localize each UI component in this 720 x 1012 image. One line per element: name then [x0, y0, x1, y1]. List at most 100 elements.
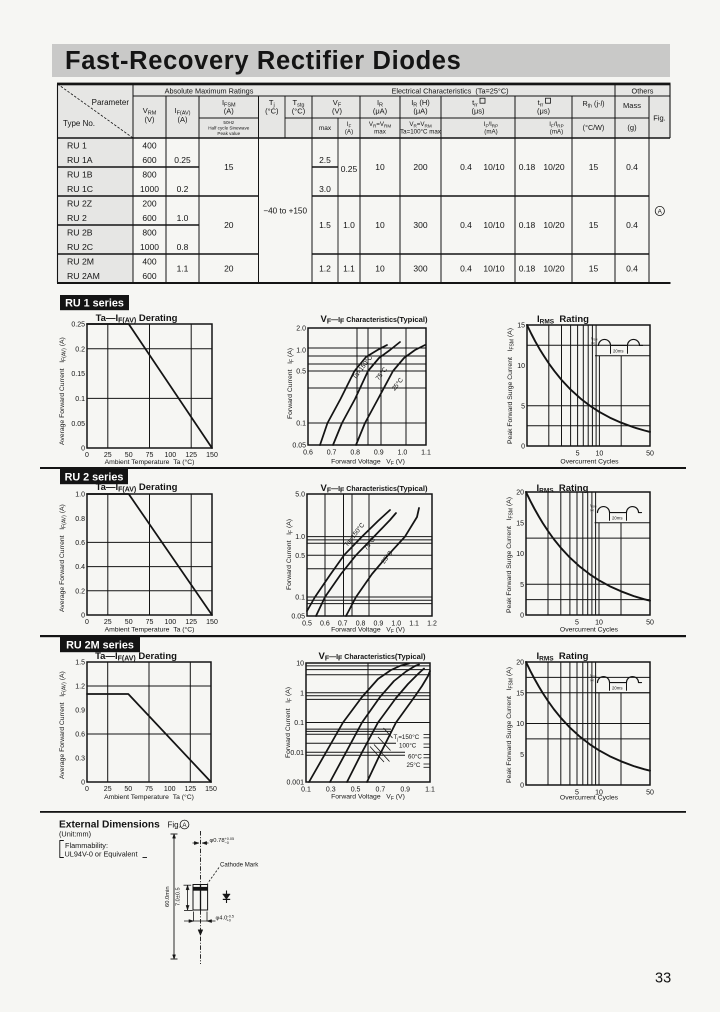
svg-text:125: 125	[185, 619, 197, 626]
svg-text:0.8: 0.8	[75, 516, 85, 523]
svg-text:Fig.: Fig.	[168, 821, 181, 830]
svg-text:Forward Current IF (A): Forward Current IF (A)	[285, 687, 294, 758]
svg-text:150: 150	[205, 786, 217, 793]
svg-text:RU 1 series: RU 1 series	[65, 298, 124, 310]
svg-text:125: 125	[185, 452, 197, 459]
svg-text:75: 75	[145, 786, 153, 793]
svg-text:1.0: 1.0	[177, 213, 189, 223]
svg-text:IR: IR	[377, 98, 383, 109]
svg-text:10: 10	[296, 661, 304, 668]
svg-text:RU 1C: RU 1C	[67, 184, 93, 194]
svg-text:Tj: Tj	[269, 98, 275, 109]
svg-text:Forward Voltage VF (V): Forward Voltage VF (V)	[331, 459, 405, 468]
svg-text:0.4: 0.4	[75, 564, 85, 571]
svg-text:20: 20	[516, 660, 524, 667]
svg-text:0.7: 0.7	[376, 787, 386, 794]
svg-text:(A): (A)	[591, 341, 595, 345]
svg-text:50: 50	[646, 620, 654, 627]
svg-text:10: 10	[516, 551, 524, 558]
svg-text:400: 400	[142, 140, 156, 150]
svg-text:300: 300	[413, 264, 427, 274]
svg-text:100°C: 100°C	[399, 743, 417, 750]
svg-text:(°C/W): (°C/W)	[583, 123, 605, 132]
svg-text:VR=VRM: VR=VRM	[409, 121, 432, 129]
svg-text:10: 10	[375, 264, 385, 274]
svg-text:Peak Forward Surge Current I: Peak Forward Surge Current IFSM (A)	[507, 328, 516, 444]
svg-text:RU 1: RU 1	[67, 140, 87, 150]
svg-text:0.1: 0.1	[296, 421, 306, 428]
svg-text:10/10: 10/10	[483, 162, 505, 172]
svg-text:0.4: 0.4	[626, 264, 638, 274]
svg-text:0.5: 0.5	[351, 787, 361, 794]
svg-text:A: A	[182, 822, 187, 829]
svg-text:0: 0	[85, 619, 89, 626]
svg-text:IF/IRP: IF/IRP	[549, 121, 563, 129]
svg-text:Forward Current IF (A): Forward Current IF (A)	[286, 519, 295, 590]
svg-text:RU 2M series: RU 2M series	[66, 640, 134, 652]
svg-text:VF—IF Characteristics(Typical): VF—IF Characteristics(Typical)	[320, 483, 428, 495]
svg-text:150: 150	[206, 452, 218, 459]
svg-text:0.5: 0.5	[295, 553, 305, 560]
svg-text:Ta—IF(AV) Derating: Ta—IF(AV) Derating	[96, 482, 178, 494]
svg-text:IFSM: IFSM	[591, 337, 597, 342]
svg-text:Ambient Temperature Ta (°C): Ambient Temperature Ta (°C)	[104, 793, 194, 801]
svg-text:Type No.: Type No.	[63, 119, 95, 128]
svg-text:Ambient Temperature Ta (°C): Ambient Temperature Ta (°C)	[105, 458, 195, 466]
svg-text:1: 1	[300, 690, 304, 697]
svg-text:0.2: 0.2	[75, 588, 85, 595]
svg-text:(μs): (μs)	[537, 107, 551, 116]
svg-text:33: 33	[655, 971, 671, 987]
svg-text:50: 50	[125, 619, 133, 626]
svg-text:10: 10	[595, 620, 603, 627]
svg-text:5: 5	[520, 582, 524, 589]
svg-text:Rth (j-l): Rth (j-l)	[583, 99, 605, 110]
svg-text:(°C): (°C)	[292, 107, 306, 116]
svg-text:0.15: 0.15	[71, 371, 85, 378]
svg-text:VR=VRM: VR=VRM	[369, 121, 392, 129]
svg-text:Cathode Mark: Cathode Mark	[220, 862, 259, 869]
svg-text:RU 2C: RU 2C	[67, 242, 93, 252]
svg-text:(A): (A)	[224, 107, 235, 116]
svg-text:IFSM: IFSM	[222, 98, 236, 109]
svg-text:2.5: 2.5	[319, 155, 331, 165]
svg-text:20: 20	[516, 490, 524, 497]
svg-text:Peak value: Peak value	[217, 131, 240, 136]
svg-text:50: 50	[124, 786, 132, 793]
svg-text:200: 200	[413, 162, 427, 172]
svg-text:RU 2M: RU 2M	[67, 256, 94, 266]
svg-text:1.5: 1.5	[75, 660, 85, 667]
svg-text:IRMS Rating: IRMS Rating	[537, 483, 589, 495]
svg-text:VF: VF	[333, 98, 342, 109]
svg-text:Overcurrent Cycles: Overcurrent Cycles	[560, 627, 619, 634]
svg-text:Fig.: Fig.	[653, 114, 666, 123]
svg-text:1.0: 1.0	[295, 534, 305, 541]
svg-text:300: 300	[413, 220, 427, 230]
svg-text:IFSM: IFSM	[590, 504, 596, 509]
svg-text:1.1: 1.1	[343, 264, 355, 274]
svg-text:Average Forward Current IF(A: Average Forward Current IF(AV) (A)	[59, 671, 68, 779]
svg-text:(V): (V)	[145, 115, 156, 124]
svg-text:IR (H): IR (H)	[411, 98, 430, 109]
svg-text:15: 15	[517, 323, 525, 330]
svg-text:75: 75	[146, 619, 154, 626]
svg-text:Electrical Characteristics (T: Electrical Characteristics (Ta=25°C)	[391, 86, 508, 95]
svg-text:10/20: 10/20	[543, 162, 565, 172]
svg-text:25: 25	[104, 786, 112, 793]
svg-text:Others: Others	[632, 86, 654, 95]
svg-text:Fast-Recovery Rectifier Diodes: Fast-Recovery Rectifier Diodes	[65, 47, 461, 75]
svg-text:0.4: 0.4	[460, 264, 472, 274]
svg-text:50: 50	[646, 451, 654, 458]
svg-text:10: 10	[596, 451, 604, 458]
svg-text:400: 400	[142, 256, 156, 266]
svg-text:15: 15	[589, 220, 599, 230]
svg-text:0.001: 0.001	[286, 780, 304, 787]
svg-text:0.1: 0.1	[75, 396, 85, 403]
svg-text:25: 25	[104, 452, 112, 459]
svg-text:15: 15	[516, 690, 524, 697]
svg-text:IRMS Rating: IRMS Rating	[537, 651, 589, 663]
svg-text:15: 15	[589, 162, 599, 172]
svg-text:0: 0	[85, 452, 89, 459]
svg-text:(Unit:mm): (Unit:mm)	[59, 830, 91, 839]
svg-text:(mA): (mA)	[550, 129, 563, 136]
svg-text:0.8: 0.8	[356, 621, 366, 628]
